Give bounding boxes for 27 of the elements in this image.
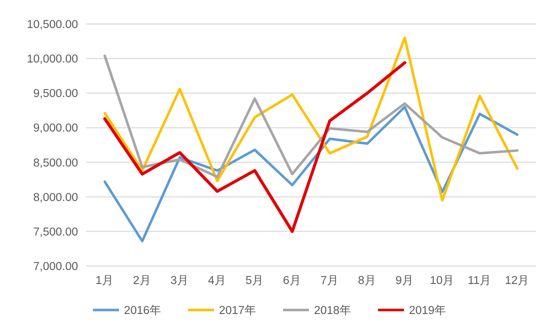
y-tick-label: 7,000.00 <box>33 261 78 274</box>
legend-label: 2019年 <box>409 304 447 318</box>
line-series <box>103 61 406 233</box>
y-tick-label: 9,500.00 <box>33 88 78 100</box>
x-tick-label: 9月 <box>396 274 414 287</box>
y-tick-label: 8,000.00 <box>33 192 78 204</box>
y-tick-label: 8,500.00 <box>33 157 78 170</box>
line-series <box>104 36 518 202</box>
x-tick-label: 7月 <box>320 274 339 287</box>
x-tick-label: 3月 <box>170 274 189 287</box>
legend-label: 2017年 <box>219 304 257 318</box>
legend-label: 2018年 <box>314 304 352 318</box>
x-tick-label: 8月 <box>358 274 376 287</box>
x-tick-label: 2月 <box>133 274 152 287</box>
line-series <box>104 54 518 178</box>
x-tick-label: 4月 <box>208 274 226 287</box>
x-tick-label: 5月 <box>246 274 264 287</box>
x-tick-label: 6月 <box>283 274 302 287</box>
y-tick-label: 9,000.00 <box>33 122 78 135</box>
x-tick-label: 10月 <box>430 274 455 287</box>
y-tick-label: 10,000.00 <box>26 54 78 66</box>
legend-label: 2016年 <box>124 304 162 318</box>
y-tick-label: 10,500.00 <box>26 19 78 32</box>
x-tick-label: 11月 <box>468 274 492 287</box>
x-tick-label: 1月 <box>96 274 114 287</box>
y-tick-label: 7,500.00 <box>33 226 78 238</box>
x-tick-label: 12月 <box>504 274 530 287</box>
